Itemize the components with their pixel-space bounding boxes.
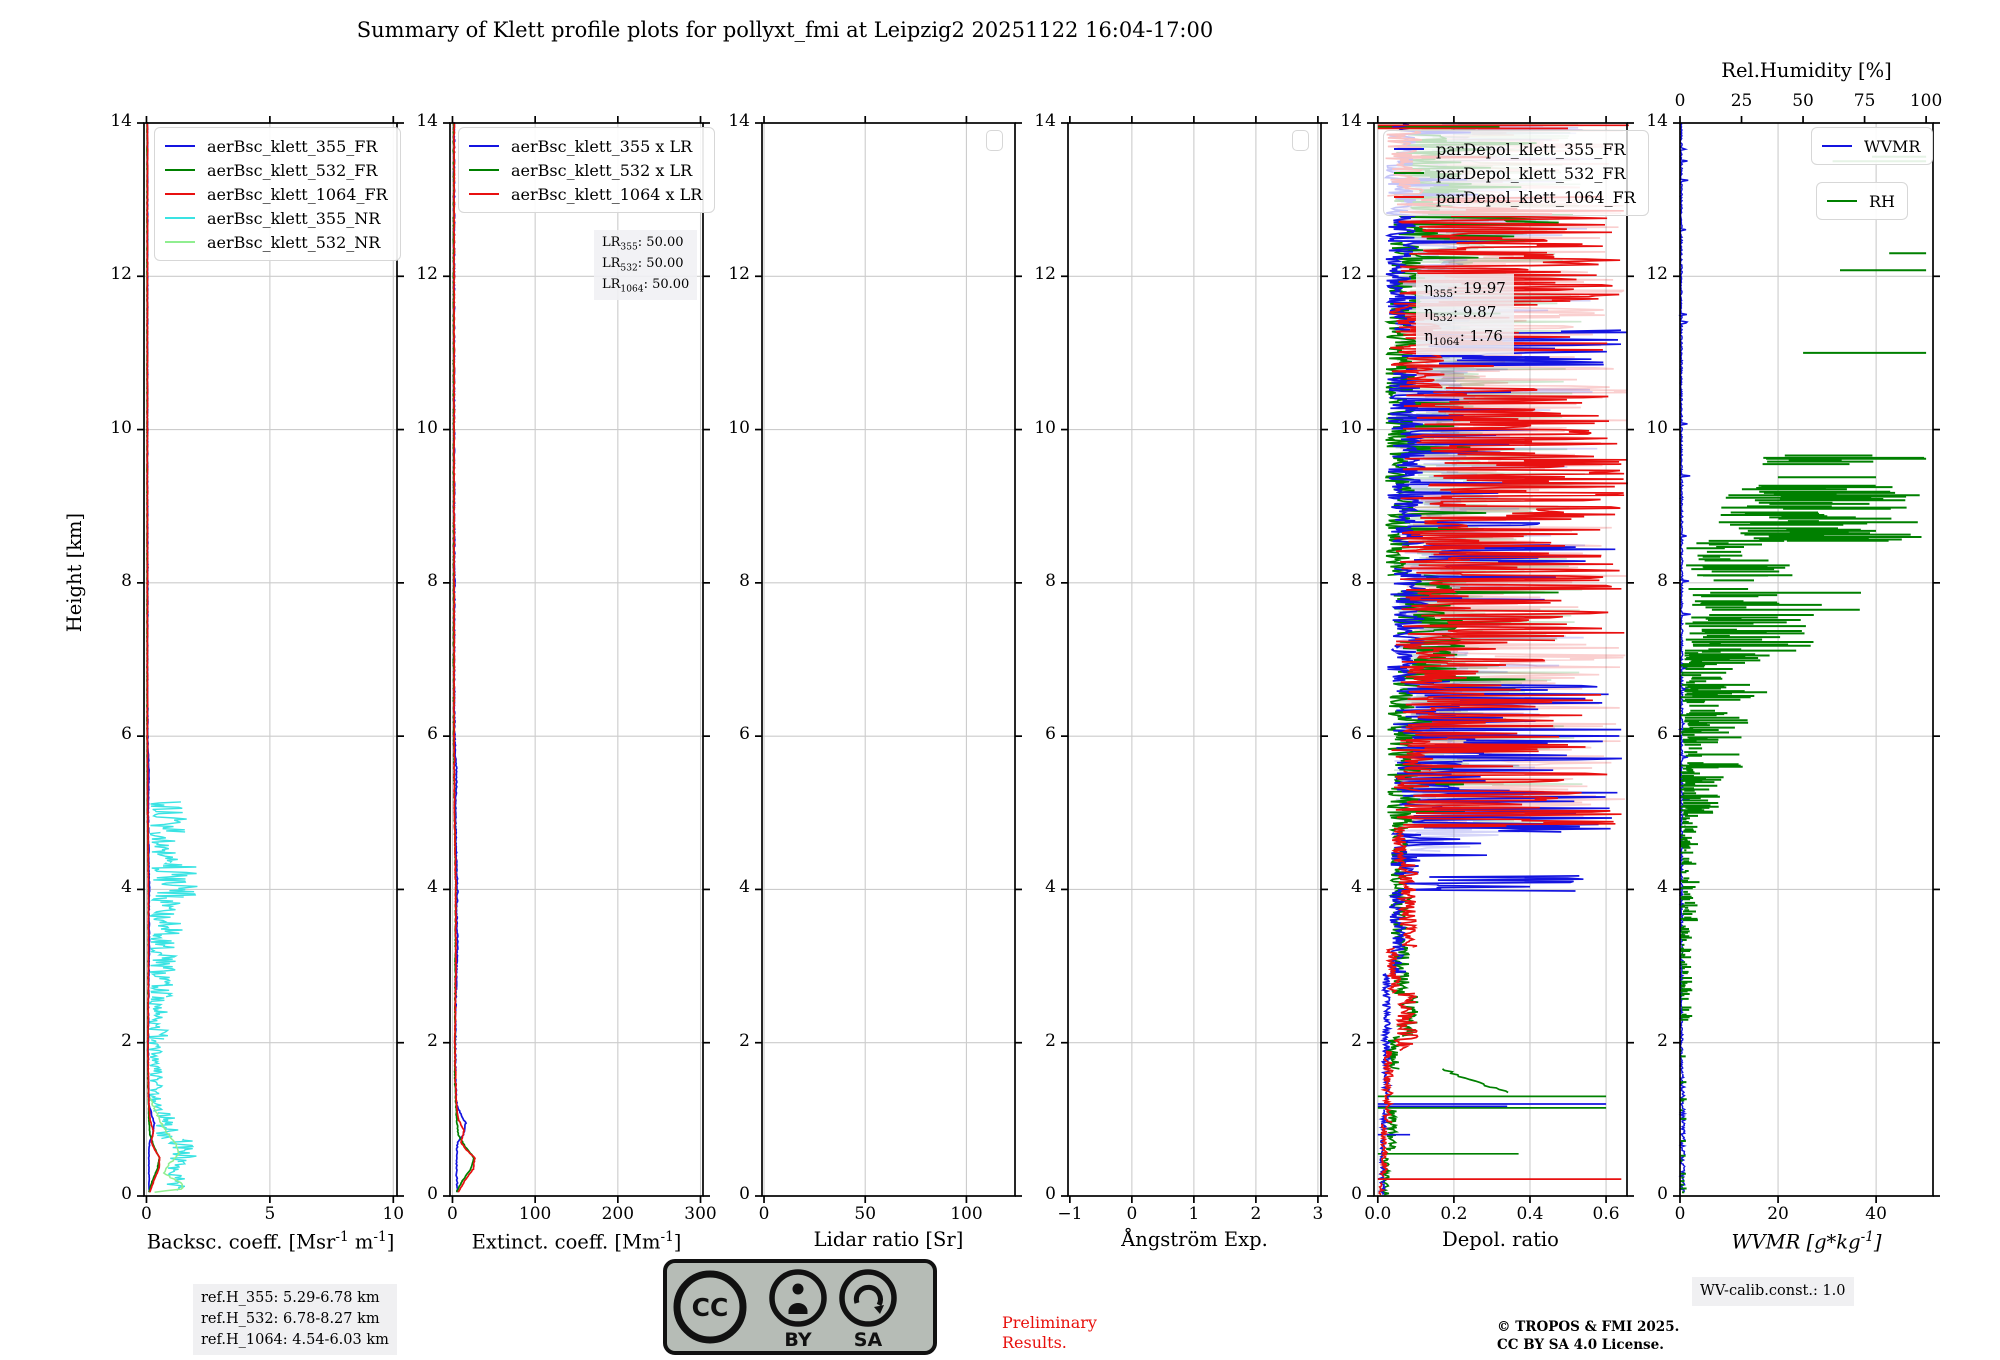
panel-frame-wvmr <box>1679 122 1934 1197</box>
panel-frame-lidar-ratio <box>761 122 1016 1197</box>
series-aerBsc_klett_1064_FR <box>146 122 161 1193</box>
series-parDepol_klett_532_FR_slant <box>1441 1068 1509 1094</box>
series-aerBsc_klett_355_NR <box>148 801 198 1191</box>
series-parDepol_klett_1064_FR <box>1377 124 1629 1196</box>
series-aerBsc_klett_532_NR <box>147 1092 184 1193</box>
panel-frame-depol <box>1373 122 1628 1197</box>
series-RH <box>1680 155 1927 1194</box>
panel-frame-backscatter <box>143 122 398 1197</box>
panel-frame-angstrom <box>1067 122 1322 1197</box>
series-aerBsc_klett_1064_xLR <box>452 122 476 1193</box>
series-aerBsc_klett_532_FR <box>145 122 161 1193</box>
panel-frame-extinction <box>449 122 704 1197</box>
